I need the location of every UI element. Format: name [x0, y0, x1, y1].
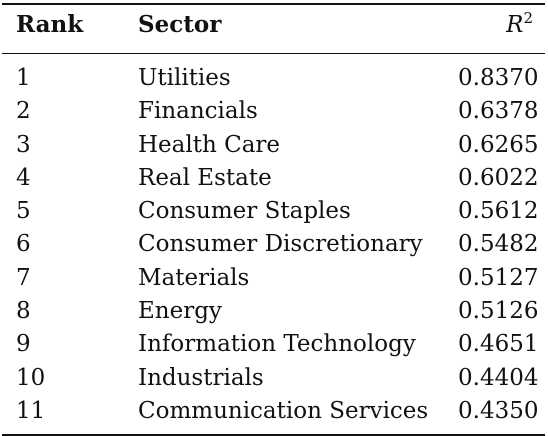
- cell-rank: 4: [16, 164, 31, 191]
- header-table: Rank Sector R2: [2, 5, 545, 45]
- cell-rank: 6: [16, 231, 31, 258]
- top-rule: [2, 3, 545, 5]
- cell-rank: 3: [16, 131, 31, 158]
- cell-rank: 5: [16, 198, 31, 225]
- header-sector: Sector: [138, 11, 222, 38]
- table-row: 7 Materials 0.5127: [2, 262, 545, 295]
- table-row: 9 Information Technology 0.4651: [2, 328, 545, 361]
- cell-r2: 0.4651: [458, 331, 539, 358]
- header-rank: Rank: [16, 11, 84, 38]
- table-row: 3 Health Care 0.6265: [2, 129, 545, 162]
- cell-rank: 11: [16, 397, 46, 424]
- table-row: 4 Real Estate 0.6022: [2, 162, 545, 195]
- cell-r2: 0.4350: [458, 397, 539, 424]
- cell-r2: 0.5126: [458, 298, 539, 325]
- sector-r2-table: Rank Sector R2 1 Utilities 0.8370 2 Financia…: [2, 3, 545, 436]
- cell-sector: Energy: [138, 298, 222, 325]
- cell-rank: 8: [16, 298, 31, 325]
- cell-r2: 0.6378: [458, 98, 539, 125]
- cell-sector: Utilities: [138, 65, 231, 91]
- cell-r2: 0.8370: [458, 65, 539, 91]
- table-row: 1 Utilities 0.8370: [2, 62, 545, 95]
- table-row: 8 Energy 0.5126: [2, 295, 545, 328]
- header-r2-exponent: 2: [523, 9, 533, 27]
- cell-r2: 0.5482: [458, 231, 539, 258]
- cell-rank: 9: [16, 331, 31, 358]
- cell-sector: Information Technology: [138, 331, 416, 358]
- cell-sector: Industrials: [138, 364, 264, 391]
- body-table: 1 Utilities 0.8370 2 Financials 0.6378 3 Health…: [2, 62, 545, 428]
- cell-r2: 0.4404: [458, 364, 539, 391]
- table-row: 2 Financials 0.6378: [2, 95, 545, 128]
- cell-rank: 7: [16, 264, 31, 291]
- cell-r2: 0.5612: [458, 198, 539, 225]
- cell-sector: Consumer Discretionary: [138, 231, 423, 258]
- cell-r2: 0.5127: [458, 264, 539, 291]
- cell-r2: 0.6265: [458, 131, 539, 158]
- cell-sector: Consumer Staples: [138, 198, 351, 225]
- header-rule: [2, 53, 545, 54]
- cell-r2: 0.6022: [458, 164, 539, 191]
- header-r2-base: R: [506, 12, 524, 38]
- cell-sector: Real Estate: [138, 164, 272, 191]
- cell-rank: 10: [16, 364, 46, 391]
- table-row: 5 Consumer Staples 0.5612: [2, 195, 545, 228]
- cell-rank: 2: [16, 98, 31, 125]
- header-row: Rank Sector R2: [2, 5, 545, 45]
- cell-sector: Materials: [138, 264, 250, 291]
- header-r2: R2: [458, 5, 545, 45]
- table-body: 1 Utilities 0.8370 2 Financials 0.6378 3 Health…: [2, 62, 545, 428]
- cell-sector: Communication Services: [138, 397, 429, 424]
- table-row: 10 Industrials 0.4404: [2, 362, 545, 395]
- cell-sector: Health Care: [138, 131, 281, 158]
- cell-rank: 1: [16, 65, 31, 91]
- table-row: 11 Communication Services 0.4350: [2, 395, 545, 428]
- table-row: 6 Consumer Discretionary 0.5482: [2, 228, 545, 261]
- cell-sector: Financials: [138, 98, 258, 125]
